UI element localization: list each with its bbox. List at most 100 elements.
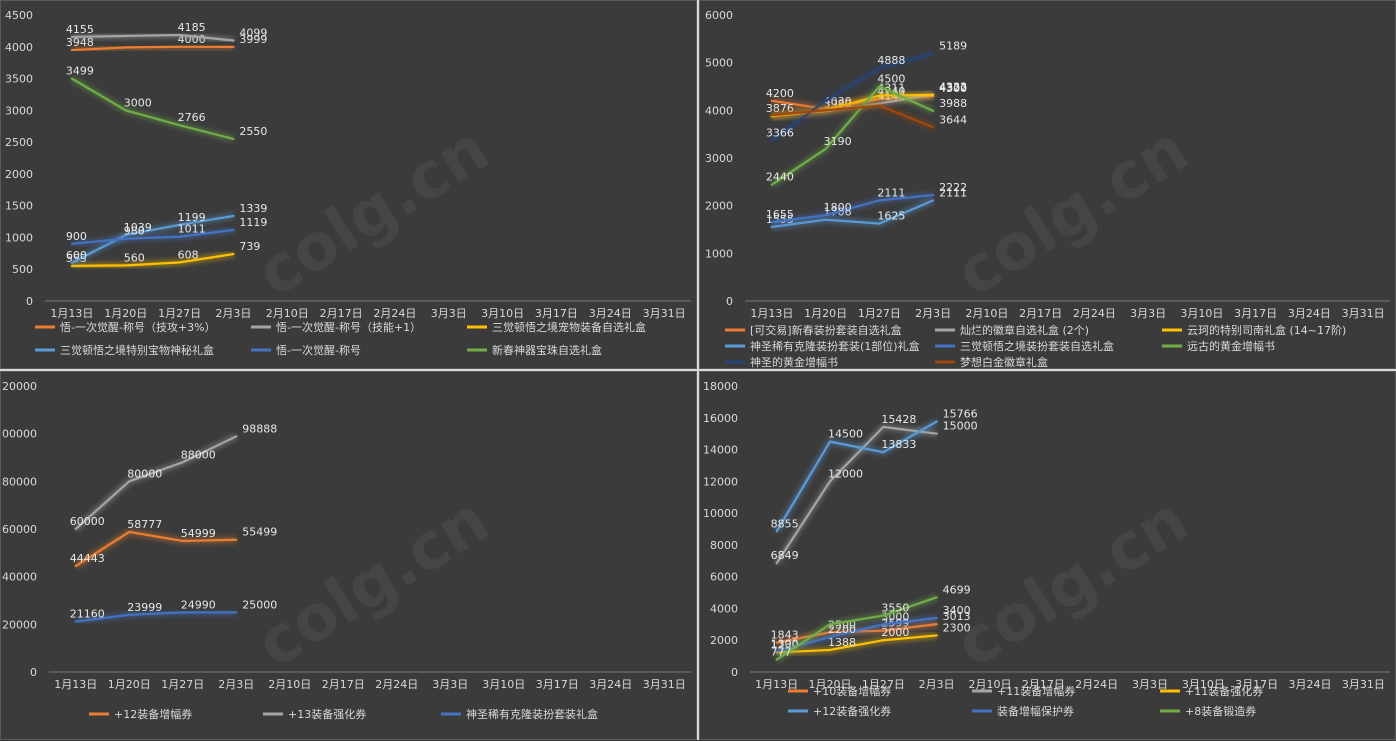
- data-label: 58777: [127, 518, 162, 531]
- x-tick-label: 2月10日: [266, 307, 309, 320]
- series-glow: [70, 75, 235, 143]
- data-label: 1800: [824, 201, 852, 214]
- data-label: 2550: [239, 125, 267, 138]
- series-line: [70, 214, 235, 264]
- y-tick-label: 2500: [5, 136, 33, 149]
- data-label: 3400: [943, 604, 971, 617]
- y-tick-label: 2000: [5, 168, 33, 181]
- x-tick-label: 2月3日: [215, 307, 251, 320]
- x-tick-label: 2月17日: [320, 307, 363, 320]
- chart-svg: colg.cn 0 2000 4000 6000 8000 10000 12000 14000 1…: [703, 380, 1390, 718]
- data-label: 3013: [943, 610, 971, 623]
- legend-label: 新春神器宝珠自选礼盒: [492, 343, 602, 357]
- legend-label: +8装备锻造券: [1185, 704, 1256, 718]
- x-tick-label: 1月13日: [755, 678, 798, 691]
- series-line: [74, 611, 238, 623]
- x-tick-label: 3月3日: [1132, 678, 1168, 691]
- y-tick-label: 4000: [705, 104, 733, 117]
- y-tick-label: 500: [12, 263, 33, 276]
- chart-svg: colg.cn 0 500 1000 1500 2000 2500 3000 3500 4000 4…: [5, 9, 691, 357]
- legend-label: 云珂的特别司南礼盒 (14~17阶): [1187, 323, 1346, 337]
- series-line: [70, 45, 235, 52]
- x-tick-label: 2月17日: [322, 678, 365, 691]
- data-label: 13833: [881, 438, 916, 451]
- y-tick-label: 0: [30, 666, 37, 679]
- y-tick-label: 1500: [5, 200, 33, 213]
- series-line: [70, 77, 235, 141]
- y-tick-label: 3000: [5, 104, 33, 117]
- data-label: 4500: [877, 73, 905, 86]
- series-line: [770, 104, 935, 129]
- data-label: 21160: [70, 608, 105, 621]
- legend-label: 悟-一次觉醒-称号（技能+1）: [276, 320, 421, 334]
- y-tick-label: 1000: [705, 247, 733, 260]
- y-tick-label: 6000: [710, 571, 738, 584]
- data-label: 15766: [943, 407, 978, 420]
- data-label: 608: [178, 248, 199, 261]
- data-label: 24990: [181, 598, 216, 611]
- x-tick-label: 2月10日: [268, 678, 311, 691]
- y-tick-label: 20000: [2, 618, 37, 631]
- series-line: [770, 85, 935, 186]
- data-label: 777: [771, 646, 792, 659]
- y-tick-label: 5000: [705, 57, 733, 70]
- y-tick-label: 120000: [1, 380, 37, 393]
- legend-label: 灿烂的徽章自选礼盒 (2个): [960, 323, 1089, 337]
- x-tick-label: 2月24日: [1075, 678, 1118, 691]
- data-label: 4155: [66, 23, 94, 36]
- x-tick-label: 2月3日: [919, 678, 955, 691]
- y-tick-label: 6000: [705, 9, 733, 22]
- legend-label: 悟-一次觉醒-称号: [276, 343, 361, 357]
- y-tick-label: 3500: [5, 73, 33, 86]
- x-tick-label: 3月3日: [431, 307, 467, 320]
- data-label: 4322: [939, 81, 967, 94]
- x-tick-label: 1月20日: [809, 678, 852, 691]
- data-label: 980: [124, 225, 145, 238]
- chart-svg: colg.cn 0 20000 40000 60000 80000 100000 120000…: [1, 380, 691, 721]
- data-label: 560: [124, 251, 145, 264]
- x-tick-label: 1月27日: [862, 678, 905, 691]
- watermark-text: colg.cn: [244, 112, 502, 311]
- series-line: [74, 530, 238, 568]
- series-line: [775, 425, 938, 565]
- data-label: 3499: [66, 65, 94, 78]
- data-label: 25000: [242, 598, 277, 611]
- legend-label: +11装备强化券: [1185, 684, 1263, 698]
- y-tick-label: 0: [726, 295, 733, 308]
- chart-panel-top-left: colg.cn 0 500 1000 1500 2000 2500 3000 3500 4000 4…: [0, 0, 697, 369]
- x-tick-label: 2月24日: [373, 307, 416, 320]
- series-line: [70, 252, 235, 267]
- x-tick-label: 1月20日: [804, 307, 847, 320]
- data-label: 98888: [242, 422, 277, 435]
- x-tick-label: 1月27日: [858, 307, 901, 320]
- y-tick-label: 14000: [703, 444, 738, 457]
- x-tick-label: 3月31日: [1342, 307, 1385, 320]
- y-tick-label: 2000: [705, 200, 733, 213]
- data-label: 2000: [881, 626, 909, 639]
- data-label: 6849: [771, 549, 799, 562]
- legend-label: +13装备强化券: [288, 707, 366, 721]
- legend-label: +10装备增幅券: [813, 684, 891, 698]
- y-tick-label: 10000: [703, 507, 738, 520]
- data-label: 2111: [939, 186, 967, 199]
- data-label: 4333: [939, 80, 967, 93]
- x-tick-label: 3月10日: [482, 678, 525, 691]
- data-label: 3644: [939, 113, 967, 126]
- series-line: [775, 634, 938, 654]
- x-tick-label: 3月31日: [1342, 678, 1385, 691]
- x-tick-label: 3月24日: [1288, 307, 1331, 320]
- data-label: 3366: [766, 127, 794, 140]
- data-label: 1199: [178, 211, 206, 224]
- x-tick-label: 2月24日: [1073, 307, 1116, 320]
- data-label: 2111: [877, 186, 905, 199]
- series-line: [70, 228, 235, 245]
- data-label: 1843: [771, 629, 799, 642]
- legend-label: 神圣的黄金增幅书: [750, 355, 838, 369]
- data-label: 23999: [127, 601, 162, 614]
- legend-label: 三觉顿悟之境装扮套装自选礼盒: [960, 339, 1114, 353]
- x-tick-label: 3月10日: [1180, 307, 1223, 320]
- data-label: 15000: [943, 420, 978, 433]
- y-tick-label: 80000: [2, 475, 37, 488]
- x-tick-label: 1月13日: [750, 307, 793, 320]
